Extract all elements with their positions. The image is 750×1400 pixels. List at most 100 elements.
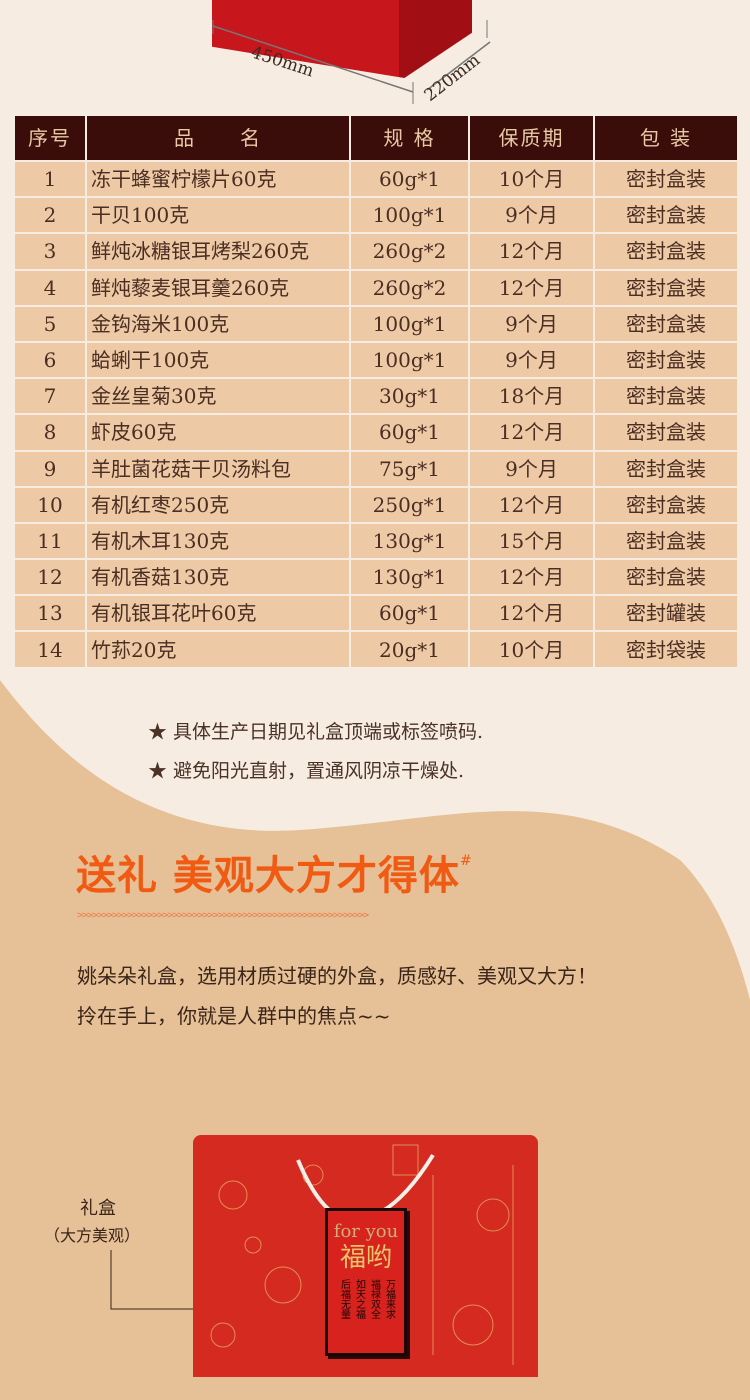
table-row: 12 有机香菇130克 130g*1 12个月 密封盒装 [15, 558, 737, 595]
table-header: 序号 品 名 规 格 保质期 包 装 [15, 116, 737, 160]
tag-verse: 万福来求 [383, 1279, 395, 1319]
table-row: 14 竹荪20克 20g*1 10个月 密封袋装 [15, 630, 737, 667]
table-row: 9 羊肚菌花菇干贝汤料包 75g*1 9个月 密封盒装 [15, 449, 737, 486]
header-packaging: 包 装 [595, 116, 737, 160]
cell-index: 3 [15, 232, 85, 269]
cell-shelf-life: 9个月 [470, 449, 593, 486]
cell-shelf-life: 10个月 [470, 630, 593, 667]
cell-spec: 100g*1 [351, 196, 468, 233]
cell-name: 金钩海米100克 [87, 304, 349, 341]
section-title-text: 送礼 美观大方才得体 [76, 853, 460, 899]
cell-packaging: 密封盒装 [595, 232, 737, 269]
tag-verse: 如天之福 [353, 1279, 365, 1319]
table-row: 3 鲜炖冰糖银耳烤梨260克 260g*2 12个月 密封盒装 [15, 232, 737, 269]
cell-shelf-life: 18个月 [470, 377, 593, 414]
cell-packaging: 密封盒装 [595, 485, 737, 522]
cell-packaging: 密封袋装 [595, 630, 737, 667]
tag-verse: 福禄双全 [368, 1279, 380, 1319]
cell-name: 有机红枣250克 [87, 485, 349, 522]
cell-index: 9 [15, 449, 85, 486]
tag-verse: 后福无量 [338, 1279, 350, 1319]
cell-shelf-life: 12个月 [470, 413, 593, 450]
cell-spec: 260g*2 [351, 232, 468, 269]
cell-index: 14 [15, 630, 85, 667]
tag-chinese: 福哟 [339, 1243, 392, 1273]
cell-shelf-life: 10个月 [470, 160, 593, 197]
cell-packaging: 密封盒装 [595, 304, 737, 341]
cell-packaging: 密封盒装 [595, 160, 737, 197]
cell-shelf-life: 12个月 [470, 558, 593, 595]
cell-name: 金丝皇菊30克 [87, 377, 349, 414]
cell-name: 干贝100克 [87, 196, 349, 233]
cell-name: 有机香菇130克 [87, 558, 349, 595]
cell-spec: 260g*2 [351, 268, 468, 305]
cell-index: 5 [15, 304, 85, 341]
cell-index: 7 [15, 377, 85, 414]
cell-packaging: 密封盒装 [595, 521, 737, 559]
table-row: 11 有机木耳130克 130g*1 15个月 密封盒装 [15, 521, 737, 559]
cell-index: 6 [15, 340, 85, 378]
table-row: 1 冻干蜂蜜柠檬片60克 60g*1 10个月 密封盒装 [15, 160, 737, 197]
cell-index: 11 [15, 521, 85, 559]
table-row: 6 蛤蜊干100克 100g*1 9个月 密封盒装 [15, 340, 737, 378]
table-row: 2 干贝100克 100g*1 9个月 密封盒装 [15, 196, 737, 233]
cell-name: 蛤蜊干100克 [87, 340, 349, 378]
cell-index: 12 [15, 558, 85, 595]
cell-index: 2 [15, 196, 85, 233]
cell-packaging: 密封盒装 [595, 449, 737, 486]
cell-name: 竹荪20克 [87, 630, 349, 667]
cell-packaging: 密封盒装 [595, 377, 737, 414]
note-production-date: ★ 具体生产日期见礼盒顶端或标签喷码. [148, 721, 484, 743]
cell-spec: 130g*1 [351, 521, 468, 559]
cell-spec: 60g*1 [351, 594, 468, 631]
cell-spec: 100g*1 [351, 340, 468, 378]
cell-spec: 60g*1 [351, 160, 468, 197]
cell-shelf-life: 9个月 [470, 304, 593, 341]
cell-packaging: 密封盒装 [595, 413, 737, 450]
cell-index: 1 [15, 160, 85, 197]
table-row: 7 金丝皇菊30克 30g*1 18个月 密封盒装 [15, 377, 737, 414]
gift-box-image: for you 福哟 万福来求 福禄双全 如天之福 后福无量 [193, 1135, 538, 1377]
note-storage: ★ 避免阳光直射，置通风阴凉干燥处. [148, 760, 465, 782]
gift-box-sublabel: （大方美观） [44, 1226, 141, 1245]
cell-packaging: 密封盒装 [595, 558, 737, 595]
gift-tag: for you 福哟 万福来求 福禄双全 如天之福 后福无量 [325, 1208, 407, 1356]
cell-spec: 75g*1 [351, 449, 468, 486]
description-line-1: 姚朵朵礼盒，选用材质过硬的外盒，质感好、美观又大方！ [77, 964, 597, 988]
cell-name: 鲜炖冰糖银耳烤梨260克 [87, 232, 349, 269]
cell-shelf-life: 15个月 [470, 521, 593, 559]
cell-name: 虾皮60克 [87, 413, 349, 450]
section-title: 送礼 美观大方才得体# [76, 854, 473, 898]
cell-shelf-life: 12个月 [470, 232, 593, 269]
header-index: 序号 [15, 116, 85, 160]
cell-name: 羊肚菌花菇干贝汤料包 [87, 449, 349, 486]
cell-name: 鲜炖藜麦银耳羹260克 [87, 268, 349, 305]
product-spec-table: 序号 品 名 规 格 保质期 包 装 1 冻干蜂蜜柠檬片60克 60g*1 10个月密… [13, 116, 739, 667]
table-row: 10 有机红枣250克 250g*1 12个月 密封盒装 [15, 485, 737, 522]
cell-name: 有机银耳花叶60克 [87, 594, 349, 631]
cell-index: 4 [15, 268, 85, 305]
cell-shelf-life: 12个月 [470, 268, 593, 305]
cell-index: 13 [15, 594, 85, 631]
cell-index: 10 [15, 485, 85, 522]
dimension-lines [212, 20, 491, 104]
table-row: 5 金钩海米100克 100g*1 9个月 密封盒装 [15, 304, 737, 341]
description-line-2: 拎在手上，你就是人群中的焦点~~ [77, 1004, 391, 1028]
gift-box-label: 礼盒 [80, 1198, 116, 1219]
cell-index: 8 [15, 413, 85, 450]
header-shelf-life: 保质期 [470, 116, 593, 160]
arrow-divider: >>>>>>>>>>>>>>>>>>>>>>>>>>>>>>>>>>>>>>>>… [77, 910, 369, 921]
header-name: 品 名 [87, 116, 349, 160]
table-row: 4 鲜炖藜麦银耳羹260克 260g*2 12个月 密封盒装 [15, 268, 737, 305]
cell-name: 有机木耳130克 [87, 521, 349, 559]
cell-packaging: 密封盒装 [595, 268, 737, 305]
cell-spec: 100g*1 [351, 304, 468, 341]
cell-shelf-life: 12个月 [470, 594, 593, 631]
title-mark: # [459, 853, 473, 869]
tag-english: for you [333, 1221, 399, 1242]
cell-spec: 130g*1 [351, 558, 468, 595]
cell-spec: 60g*1 [351, 413, 468, 450]
table-row: 13 有机银耳花叶60克 60g*1 12个月 密封罐装 [15, 594, 737, 631]
cell-shelf-life: 12个月 [470, 485, 593, 522]
